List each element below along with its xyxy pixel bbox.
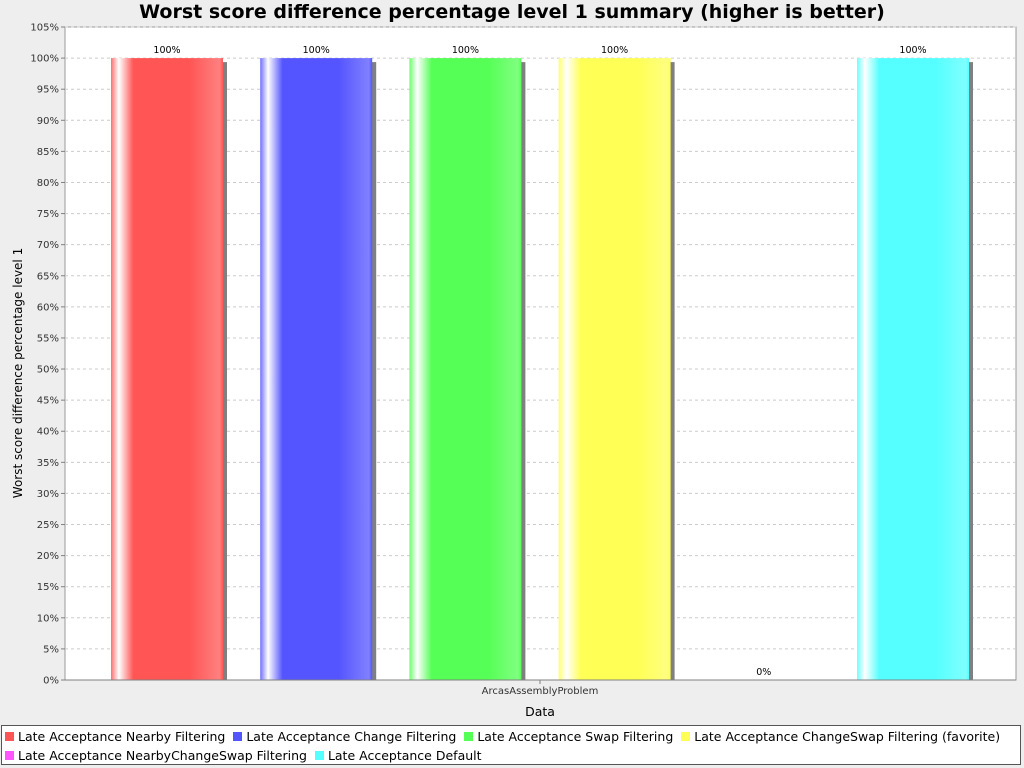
y-tick-label: 0% [43, 676, 59, 687]
legend-swatch [314, 751, 324, 760]
legend-item: Late Acceptance Default [314, 746, 482, 765]
y-tick-label: 70% [37, 240, 59, 251]
x-axis-label: Data [525, 704, 555, 719]
legend: Late Acceptance Nearby Filtering Late Ac… [1, 725, 1021, 765]
bar [558, 58, 671, 681]
y-axis-label: Worst score difference percentage level … [11, 248, 25, 498]
y-tick-label: 40% [37, 427, 59, 438]
y-tick-label: 105% [30, 23, 59, 34]
y-tick-label: 20% [37, 551, 59, 562]
x-category-label: ArcasAssemblyProblem [482, 686, 599, 697]
bar-value-label: 100% [899, 45, 926, 56]
legend-row: Late Acceptance Nearby Filtering Late Ac… [5, 727, 1017, 746]
legend-label: Late Acceptance Nearby Filtering [18, 729, 226, 744]
legend-item: Late Acceptance NearbyChangeSwap Filteri… [5, 746, 307, 765]
bar-value-label: 100% [601, 45, 628, 56]
y-tick-label: 90% [37, 116, 59, 127]
bar-value-label: 100% [153, 45, 180, 56]
chart-title: Worst score difference percentage level … [139, 1, 885, 23]
legend-swatch [5, 732, 14, 741]
legend-label: Late Acceptance NearbyChangeSwap Filteri… [18, 748, 307, 763]
y-tick-label: 65% [37, 271, 59, 282]
legend-label: Late Acceptance Change Filtering [246, 729, 457, 744]
bar-value-label: 100% [303, 45, 330, 56]
legend-item: Late Acceptance ChangeSwap Filtering (fa… [681, 727, 1000, 746]
y-tick-label: 15% [37, 582, 59, 593]
legend-swatch [681, 732, 691, 741]
y-tick-label: 85% [37, 147, 59, 158]
legend-label: Late Acceptance ChangeSwap Filtering (fa… [694, 729, 1001, 744]
legend-item: Late Acceptance Nearby Filtering [5, 727, 225, 746]
legend-swatch [464, 732, 474, 741]
y-tick-label: 5% [43, 644, 59, 655]
legend-label: Late Acceptance Swap Filtering [477, 729, 674, 744]
bar-value-label: 100% [452, 45, 479, 56]
bar [857, 58, 969, 681]
bar-chart: 0% 5% 10% 15% 20% 25% 30% 35% 40% 45% 50% 55% 60% 65%… [11, 23, 1017, 719]
y-tick-label: 45% [37, 396, 59, 407]
legend-row: Late Acceptance NearbyChangeSwap Filteri… [5, 746, 1017, 765]
y-tick-label: 55% [37, 333, 59, 344]
bar [111, 58, 223, 681]
y-tick-label: 80% [37, 178, 59, 189]
y-tick-label: 25% [37, 520, 59, 531]
y-tick-label: 60% [37, 302, 59, 313]
bar-value-label: 0% [756, 667, 771, 678]
legend-swatch [233, 732, 243, 741]
y-tick-label: 30% [37, 489, 59, 500]
legend-item: Late Acceptance Swap Filtering [464, 727, 673, 746]
y-tick-label: 75% [37, 209, 59, 220]
legend-swatch [5, 751, 14, 760]
y-tick-label: 10% [37, 613, 59, 624]
y-tick-label: 95% [37, 85, 59, 96]
bar [260, 58, 373, 681]
bar [409, 58, 522, 681]
y-tick-label: 35% [37, 458, 59, 469]
y-tick-label: 100% [30, 54, 59, 65]
legend-item: Late Acceptance Change Filtering [233, 727, 456, 746]
legend-label: Late Acceptance Default [327, 748, 482, 763]
y-tick-label: 50% [37, 365, 59, 376]
